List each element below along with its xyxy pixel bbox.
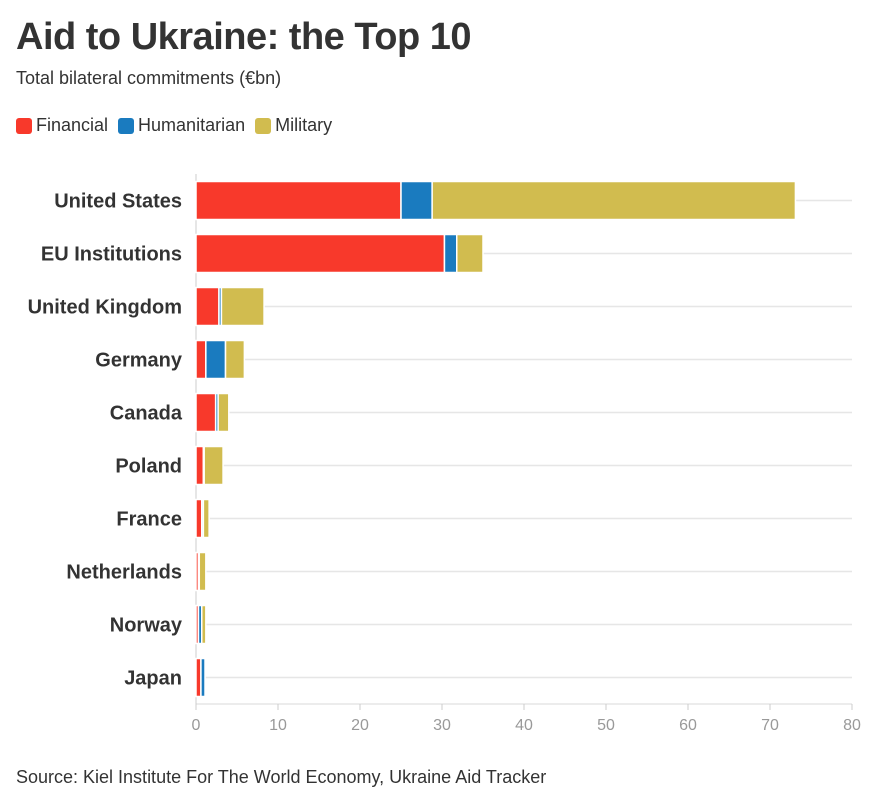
category-label-united-kingdom: United Kingdom: [28, 297, 182, 319]
bar-eu-institutions-financial: [195, 233, 446, 274]
legend: Financial Humanitarian Military: [16, 115, 332, 136]
legend-swatch-military: [255, 117, 272, 134]
legend-label-humanitarian: Humanitarian: [138, 115, 246, 135]
bars: [195, 180, 797, 698]
chart-title: Aid to Ukraine: the Top 10: [16, 16, 472, 58]
x-tick-label: 50: [597, 717, 615, 734]
bar-germany-humanitarian: [205, 339, 227, 380]
x-tick-label: 10: [269, 717, 287, 734]
bar-canada-financial: [195, 392, 217, 433]
chart-subtitle: Total bilateral commitments (€bn): [16, 68, 282, 88]
legend-item-financial: Financial: [16, 115, 108, 136]
x-tick-label: 60: [679, 717, 697, 734]
bar-united-states-financial: [195, 180, 402, 221]
legend-label-military: Military: [275, 115, 333, 135]
bar-netherlands-military: [198, 551, 207, 592]
bar-germany-financial: [195, 339, 207, 380]
bar-united-kingdom-military: [220, 286, 265, 327]
category-label-norway: Norway: [110, 615, 183, 637]
category-label-poland: Poland: [115, 456, 182, 478]
gridlines: [195, 174, 852, 705]
x-tick-label: 40: [515, 717, 533, 734]
category-labels: United States EU Institutions United Kingd…: [28, 191, 183, 690]
bar-norway-military: [200, 604, 207, 645]
bar-japan-humanitarian: [200, 657, 206, 698]
bar-poland-financial: [195, 445, 205, 486]
legend-swatch-financial: [16, 117, 32, 134]
category-label-eu-institutions: EU Institutions: [41, 244, 182, 266]
x-tick-label: 20: [351, 717, 369, 734]
bar-france-military: [202, 498, 210, 539]
x-tick-label: 70: [761, 717, 779, 734]
x-tick-label: 30: [433, 717, 451, 734]
bar-eu-institutions-military: [456, 233, 484, 274]
x-axis-ticks: 0 10 20 30 40 50 60 70 80: [192, 704, 861, 734]
category-label-canada: Canada: [110, 403, 183, 425]
bar-france-financial: [195, 498, 203, 539]
bar-united-states-military: [431, 180, 797, 221]
legend-label-financial: Financial: [36, 115, 109, 135]
category-label-germany: Germany: [95, 350, 183, 372]
x-tick-label: 0: [192, 717, 201, 734]
legend-item-military: Military: [255, 115, 332, 136]
bar-eu-institutions-humanitarian: [443, 233, 458, 274]
x-tick-label: 80: [843, 717, 861, 734]
category-label-japan: Japan: [124, 668, 182, 690]
bar-united-states-humanitarian: [400, 180, 433, 221]
bar-germany-military: [224, 339, 246, 380]
category-label-united-states: United States: [54, 191, 182, 213]
legend-swatch-humanitarian: [118, 117, 135, 134]
bar-canada-military: [217, 392, 230, 433]
bar-united-kingdom-financial: [195, 286, 220, 327]
category-label-netherlands: Netherlands: [66, 562, 182, 584]
source-note: Source: Kiel Institute For The World Eco…: [16, 767, 547, 787]
legend-item-humanitarian: Humanitarian: [118, 115, 245, 136]
bar-poland-military: [203, 445, 224, 486]
category-label-france: France: [116, 509, 182, 531]
